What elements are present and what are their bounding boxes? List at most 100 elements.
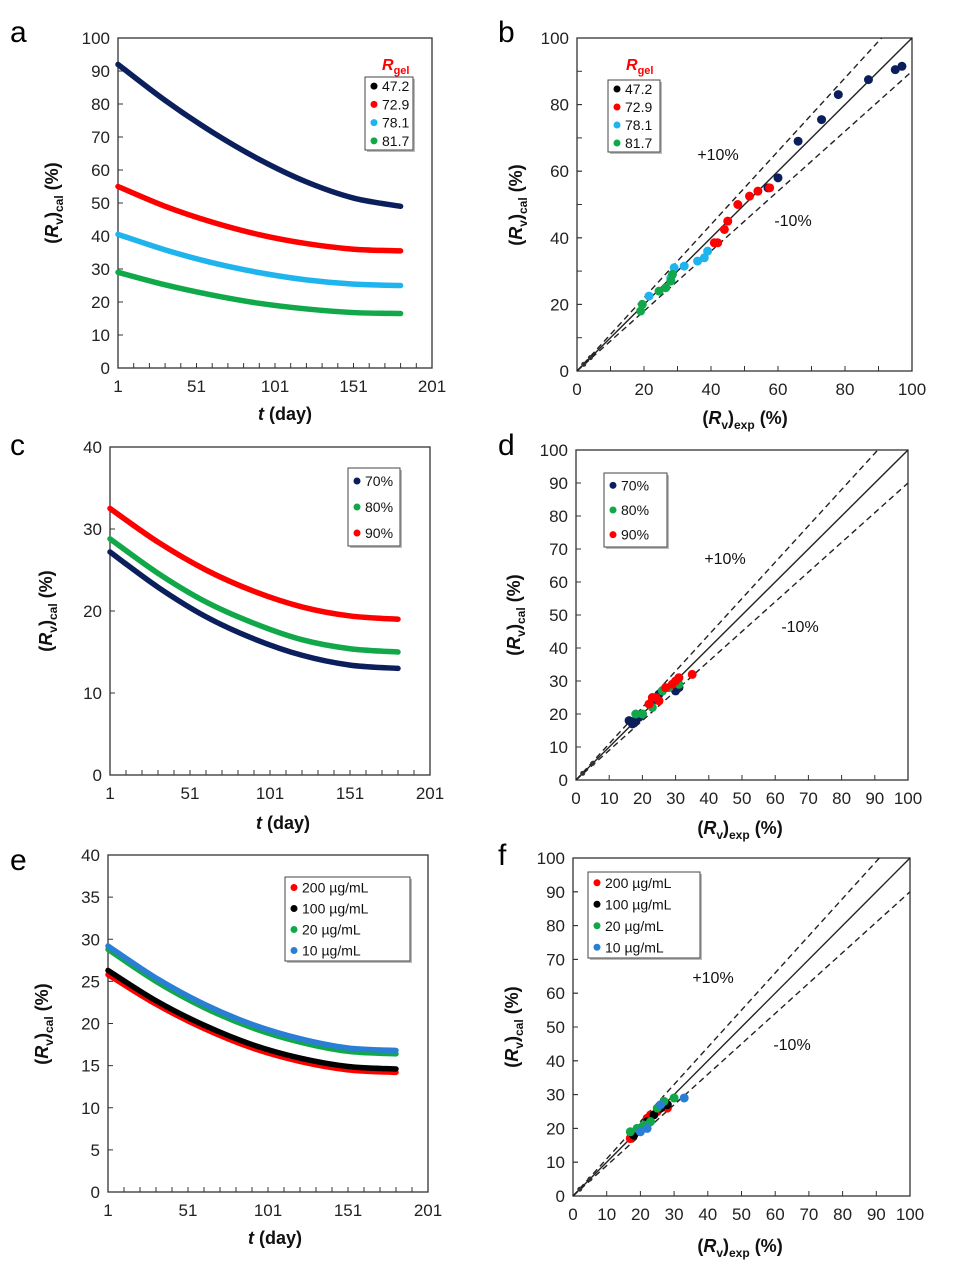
reference-line-dashed — [575, 449, 879, 781]
x-tick-label: 1 — [105, 784, 114, 803]
y-tick-label: 30 — [81, 930, 100, 949]
y-tick-label: 40 — [81, 846, 100, 865]
annotation-minus-10: -10% — [781, 619, 818, 636]
data-point — [793, 136, 803, 146]
subscript: v — [46, 626, 60, 633]
legend-marker — [290, 926, 298, 933]
annotation-minus-10: -10% — [774, 213, 811, 230]
legend-label: 72.9 — [625, 99, 652, 115]
axis-title-unit: (%) — [750, 1236, 783, 1256]
legend-marker — [613, 139, 621, 147]
legend-label: 20 µg/mL — [302, 922, 361, 938]
axis-title-var: t — [256, 813, 263, 833]
paren: ( — [702, 408, 708, 428]
x-tick-label: 40 — [702, 380, 721, 399]
legend-label: 72.9 — [382, 96, 409, 112]
y-axis-title: (Rv)cal (%) — [502, 986, 526, 1067]
x-tick-label: 90 — [865, 789, 884, 808]
legend-marker — [290, 884, 298, 891]
x-tick-label: 60 — [766, 1205, 785, 1224]
series-line — [107, 549, 401, 672]
x-tick-label: 0 — [571, 789, 580, 808]
y-tick-label: 40 — [83, 438, 102, 457]
series-line — [115, 61, 404, 210]
legend-label: 78.1 — [382, 115, 409, 131]
y-tick-label: 10 — [83, 684, 102, 703]
reference-line-dashed — [576, 37, 883, 372]
axis-title-var: R — [42, 225, 62, 238]
y-tick-label: 80 — [549, 507, 568, 526]
paren: ( — [36, 646, 56, 652]
data-point — [631, 709, 641, 719]
y-axis-title: (Rv)cal (%) — [504, 574, 528, 655]
paren: ) — [728, 408, 734, 428]
y-tick-label: 70 — [91, 128, 110, 147]
y-axis-title: (Rv)cal (%) — [42, 162, 66, 243]
legend: 47.2 72.9 78.1 81.7 Rgel — [364, 57, 415, 152]
y-tick-label: 30 — [91, 260, 110, 279]
legend-label: 100 µg/mL — [605, 896, 672, 912]
subscript: exp — [734, 418, 755, 432]
axis-title-var: R — [36, 633, 56, 646]
legend-box — [284, 876, 411, 962]
panel-label: e — [10, 844, 27, 877]
paren: ) — [723, 818, 729, 838]
paren: ( — [504, 650, 524, 656]
series-line — [105, 971, 399, 1076]
subscript: v — [721, 418, 728, 432]
x-tick-label: 51 — [181, 784, 200, 803]
legend-marker — [370, 82, 378, 90]
subscript: v — [516, 220, 530, 227]
legend-label: 70% — [365, 473, 393, 489]
data-point — [679, 261, 689, 271]
axis-title-var: R — [504, 637, 524, 650]
data-point — [669, 1093, 679, 1103]
axis-title-var: R — [703, 818, 716, 838]
axis-title-var: R — [32, 1046, 52, 1059]
legend-label: 80% — [365, 499, 393, 515]
x-tick-label: 1 — [113, 377, 122, 396]
subscript: v — [512, 1042, 526, 1049]
legend-title: Rgel — [626, 57, 653, 77]
reference-line-dashed — [576, 70, 913, 372]
x-tick-label: 100 — [896, 1205, 924, 1224]
x-tick-label: 10 — [600, 789, 619, 808]
legend-label: 200 µg/mL — [605, 875, 672, 891]
panel-label: a — [10, 16, 27, 49]
subscript: exp — [729, 828, 750, 842]
y-tick-label: 0 — [91, 1183, 100, 1202]
legend-marker — [609, 531, 617, 539]
legend-marker — [290, 947, 298, 954]
paren: ( — [506, 240, 526, 246]
legend-label: 20 µg/mL — [605, 918, 664, 934]
axis-title-unit: (%) — [750, 818, 783, 838]
x-tick-label: 100 — [894, 789, 922, 808]
series-line — [115, 183, 404, 254]
legend-marker — [370, 119, 378, 127]
x-tick-label: 151 — [339, 377, 367, 396]
data-point — [674, 673, 684, 683]
subscript: cal — [516, 197, 530, 214]
x-tick-label: 60 — [766, 789, 785, 808]
x-tick-label: 90 — [867, 1205, 886, 1224]
data-point — [649, 1110, 659, 1120]
data-point — [719, 224, 729, 234]
legend-marker — [593, 900, 601, 908]
subscript: v — [514, 630, 528, 637]
x-tick-label: 101 — [261, 377, 289, 396]
legend-title: Rgel — [382, 57, 409, 77]
legend: 70% 80% 90% — [347, 467, 402, 548]
paren: ( — [697, 818, 703, 838]
y-tick-label: 20 — [91, 293, 110, 312]
x-tick-label: 151 — [334, 1201, 362, 1220]
y-tick-label: 70 — [546, 950, 565, 969]
x-tick-label: 40 — [698, 1205, 717, 1224]
legend-label: 200 µg/mL — [302, 880, 369, 896]
x-tick-label: 60 — [769, 380, 788, 399]
y-tick-label: 10 — [549, 738, 568, 757]
legend-label: 10 µg/mL — [302, 943, 361, 959]
panel-label: b — [498, 16, 515, 49]
legend-marker — [613, 121, 621, 129]
